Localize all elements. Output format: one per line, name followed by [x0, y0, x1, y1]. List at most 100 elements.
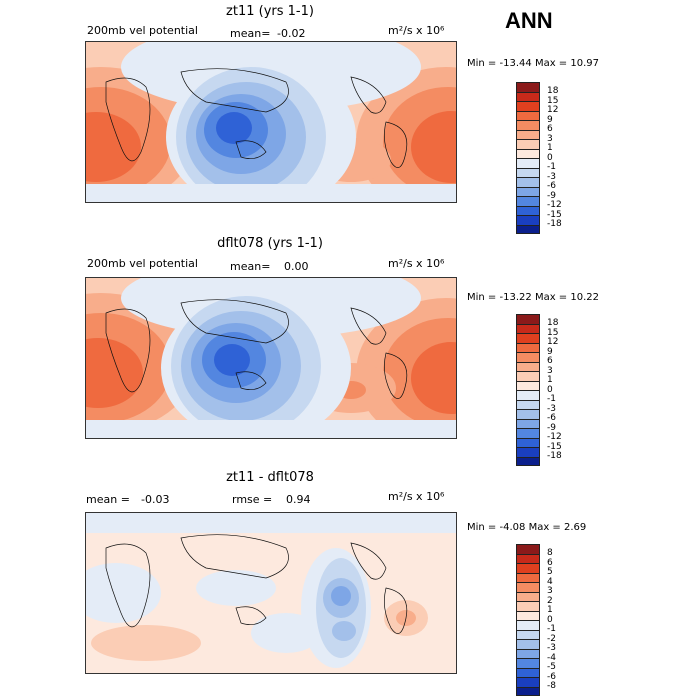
colorbar-swatch [516, 158, 540, 168]
colorbar-swatch [516, 428, 540, 438]
colorbar-tick-label: 18 [547, 318, 559, 328]
colorbar-tick-label: 4 [547, 576, 553, 587]
panel3-mean-value: -0.03 [141, 493, 170, 506]
colorbar-swatch [516, 205, 540, 215]
panel2-max-value: 10.22 [570, 292, 599, 303]
colorbar-tick-label: 12 [547, 337, 559, 347]
colorbar-swatch [516, 563, 540, 573]
colorbar-tick-label: -9 [547, 190, 556, 201]
colorbar-swatch [516, 409, 540, 419]
colorbar-tick-label: 0 [547, 614, 553, 625]
panel2-map [85, 277, 457, 439]
colorbar-tick-label: -3 [547, 643, 556, 653]
panel3-max-label: Max = [528, 522, 561, 533]
panel1-minmax: Min = -13.44 Max = 10.97 [467, 58, 599, 69]
panel1-min-value: -13.44 [499, 58, 532, 69]
colorbar-swatch [516, 658, 540, 668]
colorbar-swatch [516, 129, 540, 139]
colorbar-swatch [516, 601, 540, 611]
panel2-mean-label: mean= [230, 260, 271, 273]
colorbar-tick-label: -9 [547, 422, 556, 433]
colorbar-swatch [516, 544, 540, 554]
panel1-colorbar-labels: 18 15 12 9 6 3 1 0 -1 -3 -6 -9 -12 -15 -18 [547, 86, 562, 230]
colorbar-swatch [516, 110, 540, 120]
panel3-colorbar-labels: 8 6 5 4 3 2 1 0 -1 -2 -3 -4 -5 -6 -8 [547, 548, 556, 692]
colorbar-tick-label: 6 [547, 557, 553, 568]
colorbar-tick-label: 6 [547, 356, 553, 366]
panel2-min-value: -13.22 [499, 292, 532, 303]
colorbar-swatch [516, 456, 540, 466]
colorbar-swatch [516, 361, 540, 371]
colorbar-tick-label: -6 [547, 181, 556, 191]
colorbar-tick-label: 8 [547, 548, 553, 558]
panel2-units: m²/s x 10⁶ [388, 257, 445, 270]
colorbar-swatch [516, 677, 540, 687]
colorbar-tick-label: -3 [547, 403, 556, 414]
colorbar-swatch [516, 591, 540, 601]
colorbar-swatch [516, 447, 540, 457]
colorbar-swatch [516, 352, 540, 362]
panel1-units: m²/s x 10⁶ [388, 24, 445, 37]
colorbar-tick-label: 18 [547, 86, 559, 96]
colorbar-tick-label: 15 [547, 327, 559, 338]
panel3-rmse-value: 0.94 [286, 493, 311, 506]
colorbar-swatch [516, 620, 540, 630]
colorbar-tick-label: -1 [547, 624, 556, 634]
colorbar-swatch [516, 342, 540, 352]
panel2-max-label: Max = [534, 292, 568, 303]
panel3-max-value: 2.69 [563, 522, 587, 533]
colorbar-swatch [516, 139, 540, 149]
colorbar-swatch [516, 323, 540, 333]
colorbar-swatch [516, 418, 540, 428]
panel1-map [85, 41, 457, 203]
panel1-title: zt11 (yrs 1-1) [226, 4, 314, 19]
panel3-minmax: Min = -4.08 Max = 2.69 [467, 522, 586, 533]
colorbar-tick-label: 5 [547, 567, 553, 577]
colorbar-tick-label: 0 [547, 384, 553, 395]
panel2-min-label: Min = [467, 292, 497, 303]
panel3-map [85, 512, 457, 674]
colorbar-tick-label: 12 [547, 105, 559, 115]
colorbar-tick-label: -6 [547, 671, 556, 682]
colorbar-tick-label: 2 [547, 595, 553, 606]
panel1-mean-label: mean= [230, 27, 271, 40]
panel2-title: dflt078 (yrs 1-1) [217, 236, 323, 251]
panel1-field-label: 200mb vel potential [87, 24, 198, 37]
colorbar-swatch [516, 371, 540, 381]
colorbar-swatch [516, 639, 540, 649]
colorbar-tick-label: -12 [547, 432, 562, 442]
panel3-mean-label: mean = [86, 493, 130, 506]
colorbar-swatch [516, 648, 540, 658]
colorbar-swatch [516, 224, 540, 234]
colorbar-tick-label: -5 [547, 662, 556, 672]
colorbar-swatch [516, 215, 540, 225]
colorbar-swatch [516, 314, 540, 324]
panel3-min-value: -4.08 [499, 522, 526, 533]
colorbar-tick-label: 3 [547, 133, 553, 144]
colorbar-tick-label: -2 [547, 633, 556, 644]
colorbar-tick-label: -1 [547, 162, 556, 172]
colorbar-swatch [516, 686, 540, 696]
colorbar-swatch [516, 333, 540, 343]
panel2-field-label: 200mb vel potential [87, 257, 198, 270]
colorbar-tick-label: -4 [547, 652, 556, 663]
colorbar-tick-label: -6 [547, 413, 556, 423]
colorbar-tick-label: -18 [547, 219, 562, 229]
colorbar-swatch [516, 390, 540, 400]
colorbar-tick-label: 3 [547, 586, 553, 596]
colorbar-tick-label: -18 [547, 451, 562, 461]
colorbar-tick-label: 9 [547, 346, 553, 357]
colorbar-swatch [516, 196, 540, 206]
colorbar-tick-label: -12 [547, 200, 562, 210]
panel1-min-label: Min = [467, 58, 497, 69]
panel1-colorbar [516, 82, 540, 234]
colorbar-tick-label: -15 [547, 209, 562, 220]
colorbar-tick-label: -8 [547, 681, 556, 691]
colorbar-swatch [516, 186, 540, 196]
panel2-colorbar [516, 314, 540, 466]
panel1-mean-value: -0.02 [277, 27, 306, 40]
colorbar-swatch [516, 629, 540, 639]
colorbar-swatch [516, 399, 540, 409]
colorbar-tick-label: -3 [547, 171, 556, 182]
colorbar-swatch [516, 380, 540, 390]
